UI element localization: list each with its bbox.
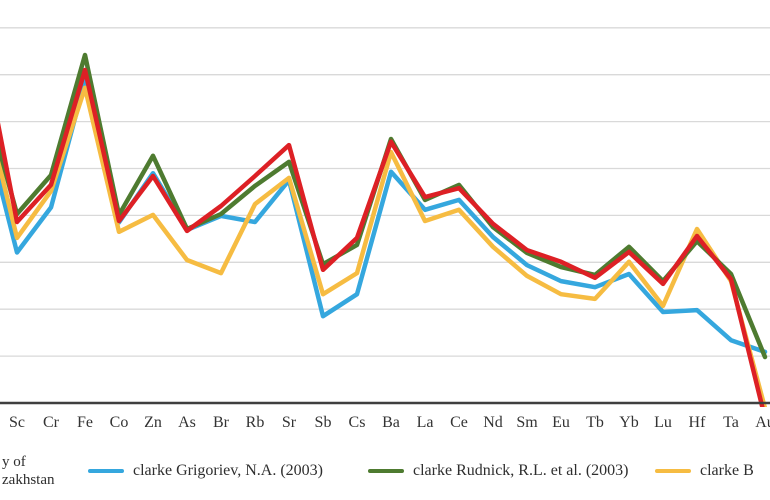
x-axis-label: Lu — [654, 414, 672, 431]
legend-line-marker — [88, 469, 124, 473]
x-axis-label: Eu — [552, 414, 570, 431]
x-axis-label: Zn — [144, 414, 162, 431]
x-axis-label: Yb — [619, 414, 639, 431]
legend-item: clarke B — [655, 462, 754, 480]
legend-line-marker — [368, 469, 404, 473]
x-axis: Sc Cr Fe Co Zn As Br Rb Sr Sb Cs Ba La Ce Nd Sm Eu Tb Yb Lu… — [0, 414, 770, 438]
x-axis-label: Au — [755, 414, 770, 431]
series-line-1 — [0, 85, 768, 407]
chart-legend: y of zakhstan clarke Grigoriev, N.A. (2003… — [0, 450, 770, 500]
x-axis-label: Ce — [450, 414, 468, 431]
x-axis-label: Sb — [314, 414, 332, 431]
x-axis-label: Hf — [688, 414, 706, 431]
x-axis-label: Sm — [516, 414, 538, 431]
legend-label: y of — [2, 454, 26, 470]
legend-item: clarke Rudnick, R.L. et al. (2003) — [368, 462, 629, 480]
x-axis-label: Ta — [723, 414, 739, 431]
x-axis-label: Cs — [348, 414, 366, 431]
legend-label: clarke Grigoriev, N.A. (2003) — [133, 462, 324, 479]
series-line-3 — [0, 67, 765, 407]
x-axis-label: Co — [109, 414, 129, 431]
x-axis-label: Ba — [382, 414, 400, 431]
x-axis-label: As — [178, 414, 196, 431]
x-axis-label: Br — [213, 414, 229, 431]
series-group — [0, 52, 768, 407]
x-axis-label: Cr — [43, 414, 59, 431]
legend-label: zakhstan — [2, 472, 55, 488]
legend-line-marker — [655, 469, 691, 473]
x-axis-label: Sr — [281, 414, 297, 431]
legend-label: clarke B — [700, 462, 754, 479]
x-axis-label: Nd — [483, 414, 503, 431]
legend-item: y of zakhstan — [2, 453, 54, 489]
x-axis-label: Rb — [245, 414, 265, 431]
legend-item: clarke Grigoriev, N.A. (2003) — [88, 462, 323, 480]
x-axis-label: Fe — [77, 414, 93, 431]
x-axis-label: Tb — [586, 414, 604, 431]
x-axis-label: La — [416, 414, 434, 431]
legend-label: clarke Rudnick, R.L. et al. (2003) — [413, 462, 629, 479]
x-axis-label: Sc — [9, 414, 25, 431]
chart-plot-area — [0, 27, 770, 407]
